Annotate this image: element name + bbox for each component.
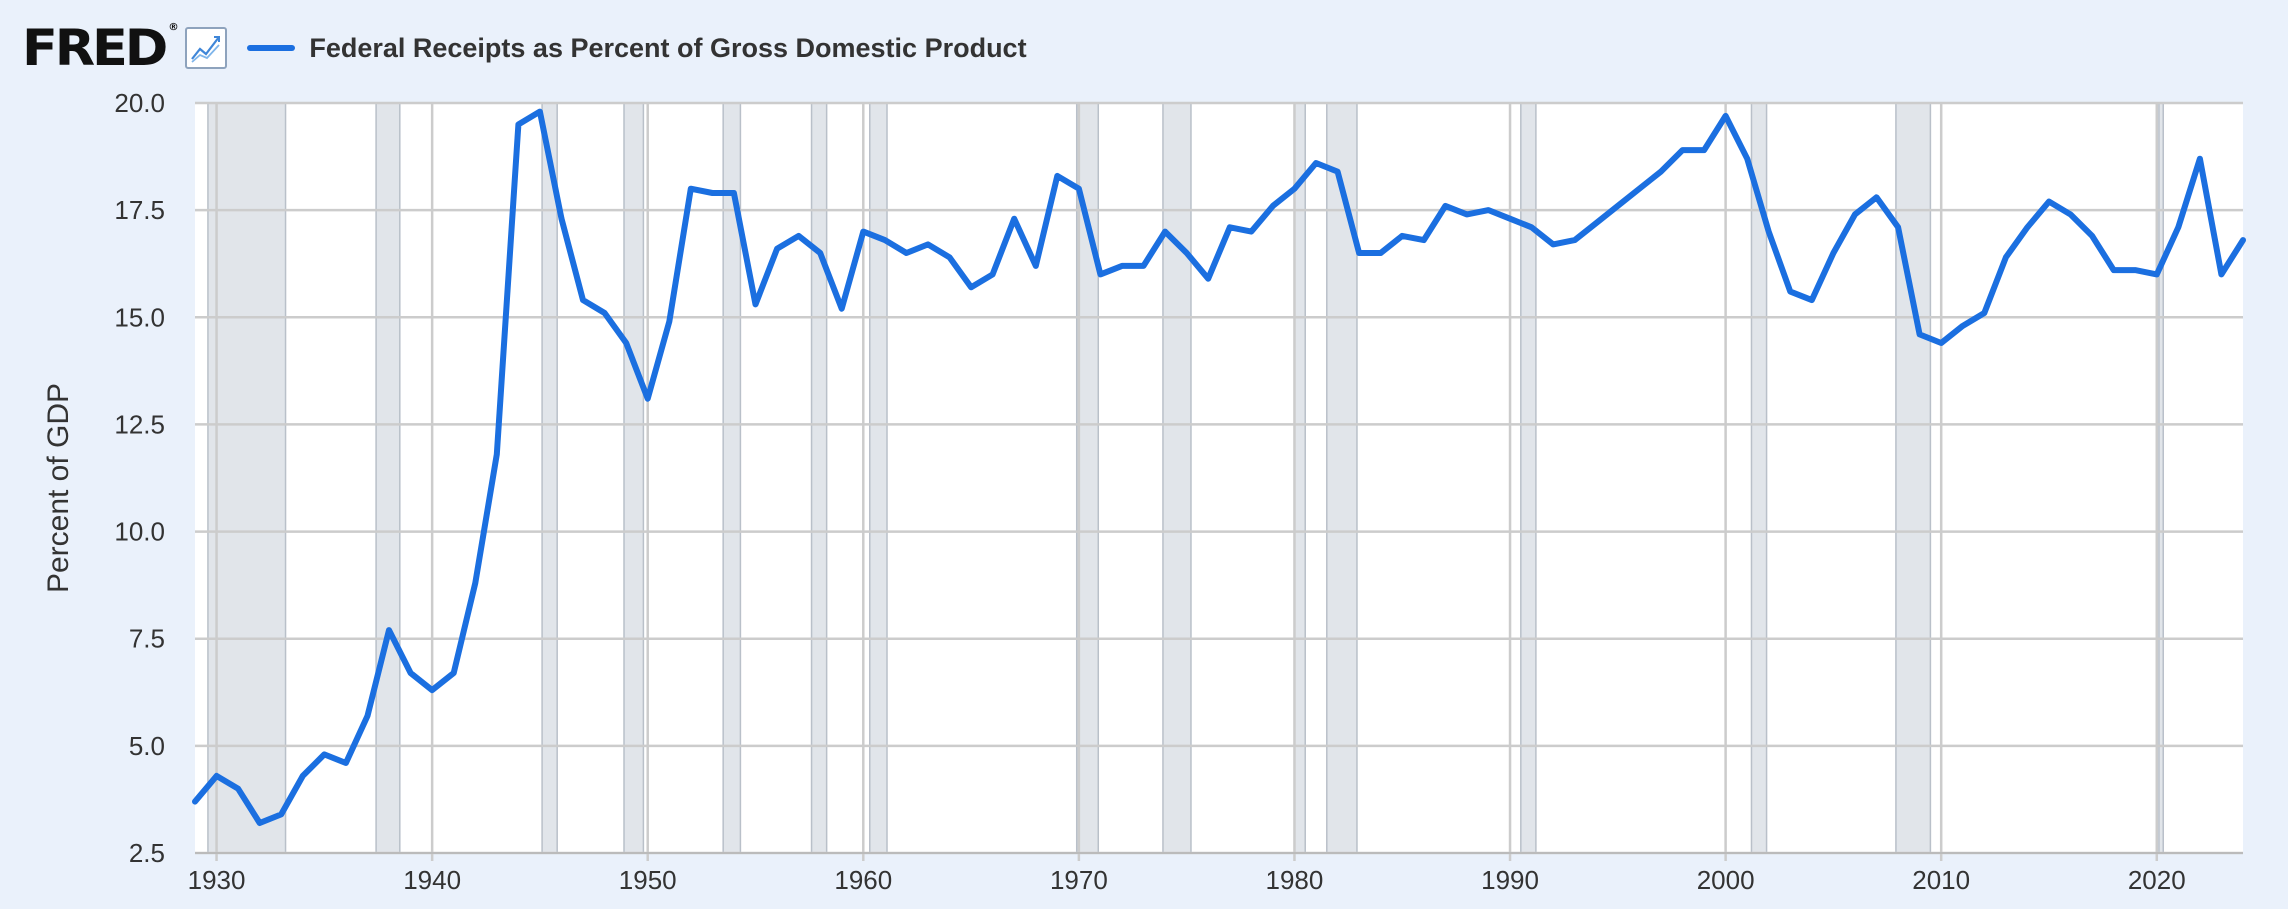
y-tick-label: 12.5	[114, 409, 165, 439]
recession-band	[1326, 102, 1358, 854]
y-tick-label: 2.5	[129, 838, 165, 868]
y-tick-label: 15.0	[114, 302, 165, 332]
x-tick-label: 2010	[1912, 865, 1970, 895]
x-axis-ticks: 1930 1940 1950 1960 1970 1980 1990 2000 2010 2020	[188, 865, 2186, 895]
recession-band	[375, 102, 401, 854]
chart-header: FRED ® Federal Receipts as Percent of Gro…	[22, 18, 1027, 78]
series-layer	[192, 108, 2246, 826]
recession-band	[1293, 102, 1306, 854]
line-chart-icon[interactable]	[185, 27, 228, 69]
y-tick-label: 10.0	[114, 517, 165, 547]
recession-band	[541, 102, 558, 854]
legend-label: Federal Receipts as Percent of Gross Dom…	[309, 32, 1027, 63]
recession-band	[623, 102, 645, 854]
gridlines	[195, 101, 2243, 861]
x-tick-label: 2000	[1697, 865, 1755, 895]
fred-logo[interactable]: FRED ®	[22, 22, 179, 74]
x-tick-label: 1940	[403, 865, 461, 895]
recession-band	[869, 102, 888, 854]
y-tick-label: 20.0	[114, 88, 165, 118]
recession-band	[810, 102, 828, 854]
x-tick-label: 1930	[188, 865, 246, 895]
line-chart-icon-graphic	[191, 36, 221, 63]
x-tick-label: 1980	[1266, 865, 1324, 895]
registered-mark: ®	[168, 22, 179, 33]
y-tick-label: 17.5	[114, 195, 165, 225]
recession-band	[207, 102, 287, 854]
x-tick-label: 1990	[1481, 865, 1539, 895]
recession-band	[1520, 102, 1537, 854]
legend: Federal Receipts as Percent of Gross Dom…	[247, 32, 1027, 64]
recession-band	[1895, 102, 1932, 854]
y-axis-label: Percent of GDP	[42, 383, 75, 593]
series-line	[192, 108, 2246, 826]
plot-background	[195, 103, 2243, 853]
fred-logo-text: FRED	[22, 19, 168, 77]
recession-shading	[207, 102, 2164, 854]
x-tick-label: 1970	[1050, 865, 1108, 895]
x-tick-label: 1960	[834, 865, 892, 895]
y-tick-label: 5.0	[129, 731, 165, 761]
legend-swatch	[247, 45, 296, 51]
y-axis-ticks: 2.5 5.0 7.5 10.0 12.5 15.0 17.5 20.0	[114, 88, 165, 868]
x-tick-label: 2020	[2128, 865, 2186, 895]
x-tick-label: 1950	[619, 865, 677, 895]
recession-band	[1162, 102, 1192, 854]
recession-band	[2158, 102, 2164, 854]
y-tick-label: 7.5	[129, 624, 165, 654]
